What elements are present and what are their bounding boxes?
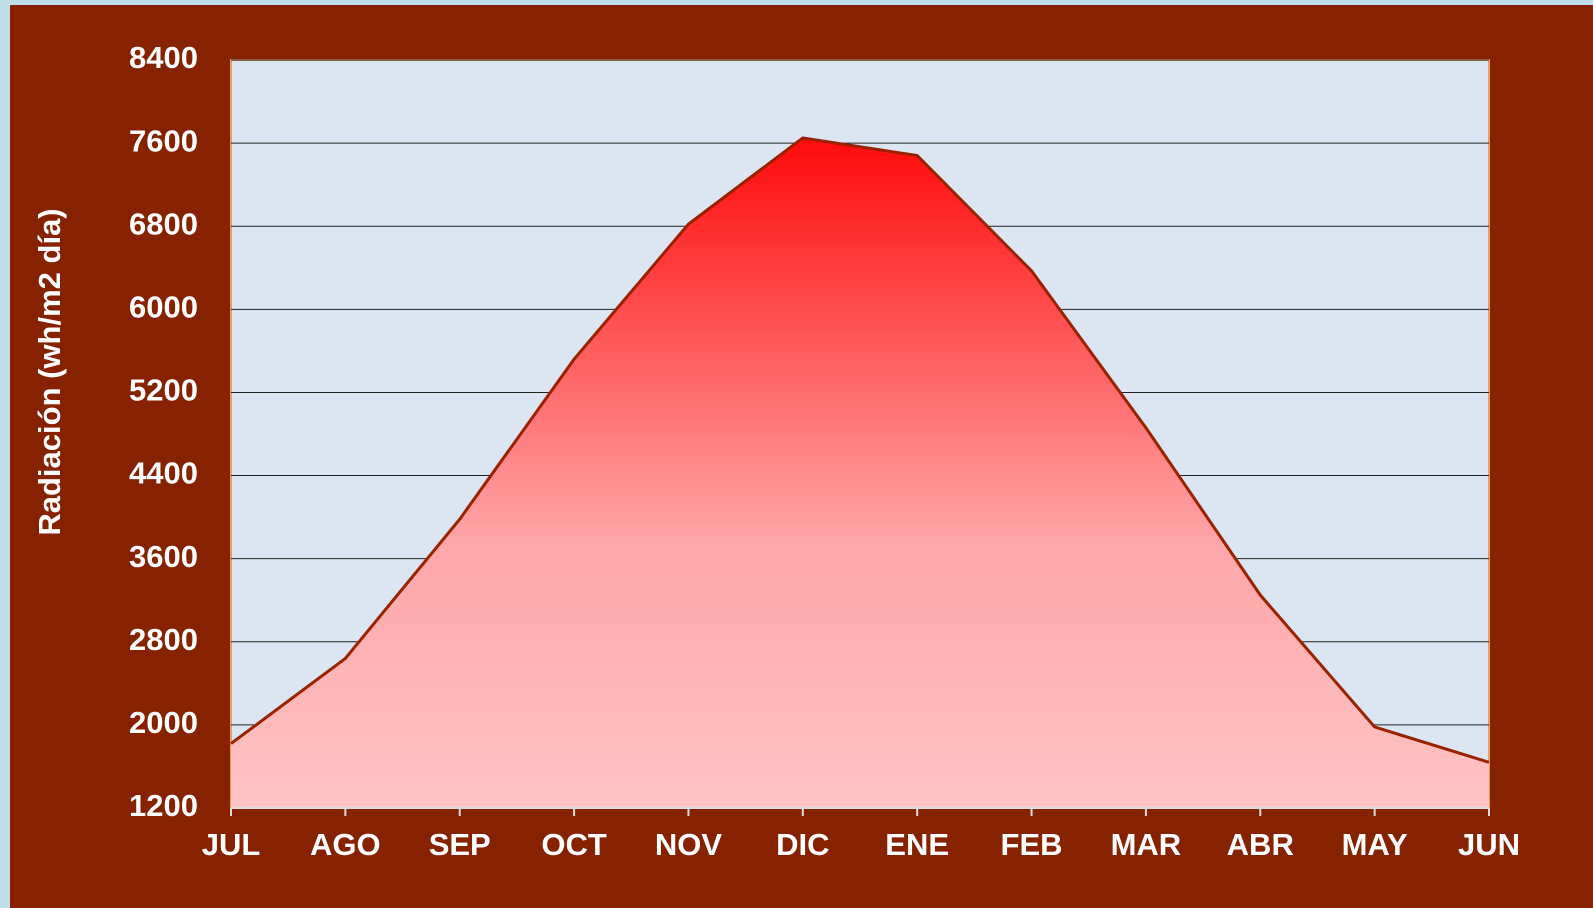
x-tick-label: ENE	[885, 827, 949, 862]
y-tick-label: 4400	[129, 456, 198, 491]
y-tick-label: 6000	[129, 290, 198, 325]
x-tick-label: NOV	[655, 827, 723, 862]
y-tick-label: 2000	[129, 705, 198, 740]
y-tick-label: 3600	[129, 539, 198, 574]
x-tick-label: JUN	[1458, 827, 1520, 862]
x-tick-label: JUL	[202, 827, 261, 862]
y-tick-label: 5200	[129, 373, 198, 408]
x-tick-label: MAY	[1342, 827, 1408, 862]
area-line	[230, 136, 1490, 764]
x-tick-label: DIC	[776, 827, 829, 862]
x-tick-label: ABR	[1227, 827, 1294, 862]
y-tick-label: 1200	[129, 788, 198, 823]
x-tick-label: FEB	[1001, 827, 1063, 862]
x-tick-label: MAR	[1111, 827, 1182, 862]
y-tick-label: 6800	[129, 206, 198, 241]
y-tick-label: 2800	[129, 622, 198, 657]
x-tick-label: OCT	[541, 827, 607, 862]
x-tick-label: SEP	[429, 827, 491, 862]
x-tick-label: AGO	[310, 827, 381, 862]
y-axis-label: Radiación (wh/m2 día)	[32, 208, 67, 535]
y-tick-label: 8400	[129, 40, 198, 75]
y-tick-label: 7600	[129, 123, 198, 158]
area	[231, 137, 1489, 808]
